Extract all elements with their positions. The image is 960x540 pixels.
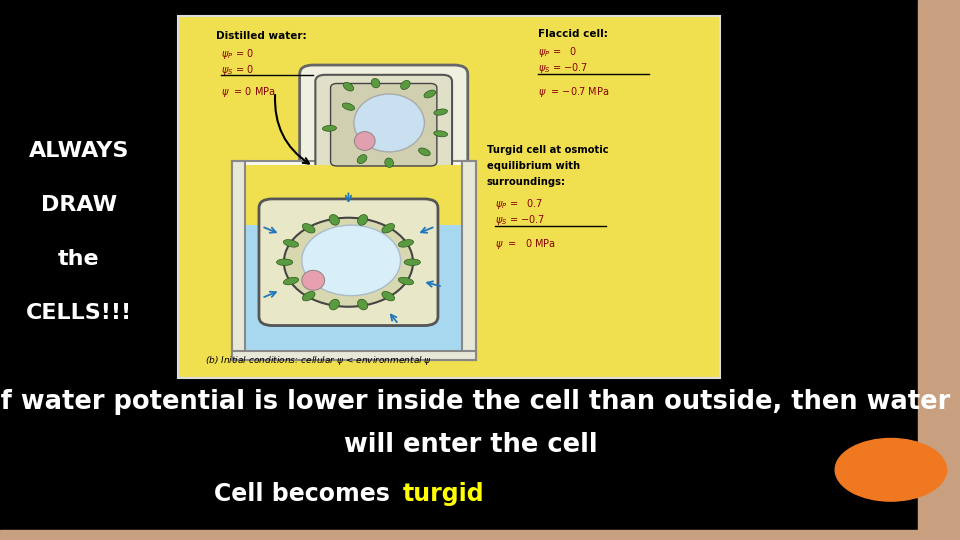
Ellipse shape <box>398 240 414 247</box>
Bar <box>463 161 476 360</box>
Ellipse shape <box>400 80 410 90</box>
Ellipse shape <box>434 109 447 115</box>
Ellipse shape <box>329 214 339 225</box>
Ellipse shape <box>283 278 299 285</box>
Ellipse shape <box>382 292 395 301</box>
Ellipse shape <box>357 154 367 164</box>
Ellipse shape <box>382 224 395 233</box>
Ellipse shape <box>434 131 447 137</box>
Text: $\psi$$_P$ =   0: $\psi$$_P$ = 0 <box>539 45 577 59</box>
Text: Flaccid cell:: Flaccid cell: <box>539 29 609 39</box>
Ellipse shape <box>283 240 299 247</box>
Ellipse shape <box>357 214 368 225</box>
Bar <box>178 16 720 378</box>
Text: $\psi$  =   0 MPa: $\psi$ = 0 MPa <box>495 237 556 251</box>
Text: surroundings:: surroundings: <box>487 177 565 187</box>
Bar <box>232 161 246 360</box>
Ellipse shape <box>354 132 375 151</box>
Text: $\psi$$_S$ = −0.7: $\psi$$_S$ = −0.7 <box>495 213 544 227</box>
Bar <box>246 165 463 225</box>
Ellipse shape <box>302 292 315 301</box>
Text: (b) Initial conditions: cellular $\psi$ < environmental $\psi$: (b) Initial conditions: cellular $\psi$ … <box>204 354 432 368</box>
Text: $\psi$  = −0.7 MPa: $\psi$ = −0.7 MPa <box>539 85 610 99</box>
Ellipse shape <box>419 148 430 156</box>
Ellipse shape <box>301 225 400 296</box>
Text: the: the <box>58 249 100 269</box>
Bar <box>0 530 918 540</box>
FancyBboxPatch shape <box>259 199 438 326</box>
Ellipse shape <box>301 271 324 291</box>
Bar <box>232 351 476 360</box>
Ellipse shape <box>398 278 414 285</box>
Text: If water potential is lower inside the cell than outside, then water: If water potential is lower inside the c… <box>0 389 950 415</box>
Ellipse shape <box>284 218 413 307</box>
Text: Cell becomes: Cell becomes <box>214 482 398 506</box>
FancyBboxPatch shape <box>316 75 452 174</box>
Bar <box>246 225 463 351</box>
Text: ALWAYS: ALWAYS <box>29 141 129 161</box>
Bar <box>918 0 960 540</box>
Text: $\psi$$_P$ =   0.7: $\psi$$_P$ = 0.7 <box>495 197 542 211</box>
Ellipse shape <box>329 299 339 310</box>
Ellipse shape <box>424 90 436 98</box>
Ellipse shape <box>323 125 337 131</box>
Ellipse shape <box>372 78 380 88</box>
Ellipse shape <box>276 259 293 266</box>
Text: $\psi$  = 0 MPa: $\psi$ = 0 MPa <box>221 85 276 99</box>
Text: DRAW: DRAW <box>40 195 117 215</box>
Text: will enter the cell: will enter the cell <box>344 433 597 458</box>
Ellipse shape <box>343 103 354 110</box>
Ellipse shape <box>354 94 424 152</box>
Ellipse shape <box>404 259 420 266</box>
FancyBboxPatch shape <box>330 84 437 166</box>
Ellipse shape <box>344 83 353 91</box>
Text: $\psi$$_S$ = 0: $\psi$$_S$ = 0 <box>221 63 254 77</box>
Text: CELLS!!!: CELLS!!! <box>26 303 132 323</box>
Text: Distilled water:: Distilled water: <box>216 31 306 40</box>
FancyBboxPatch shape <box>300 65 468 185</box>
Ellipse shape <box>302 224 315 233</box>
Text: turgid: turgid <box>403 482 485 506</box>
Circle shape <box>835 438 947 501</box>
Text: Turgid cell at osmotic: Turgid cell at osmotic <box>487 145 609 154</box>
Text: equilibrium with: equilibrium with <box>487 161 580 171</box>
Bar <box>232 161 476 360</box>
Ellipse shape <box>357 299 368 310</box>
Text: $\psi$$_S$ = −0.7: $\psi$$_S$ = −0.7 <box>539 62 588 76</box>
Text: $\psi$$_P$ = 0: $\psi$$_P$ = 0 <box>221 47 253 61</box>
Ellipse shape <box>385 158 394 167</box>
